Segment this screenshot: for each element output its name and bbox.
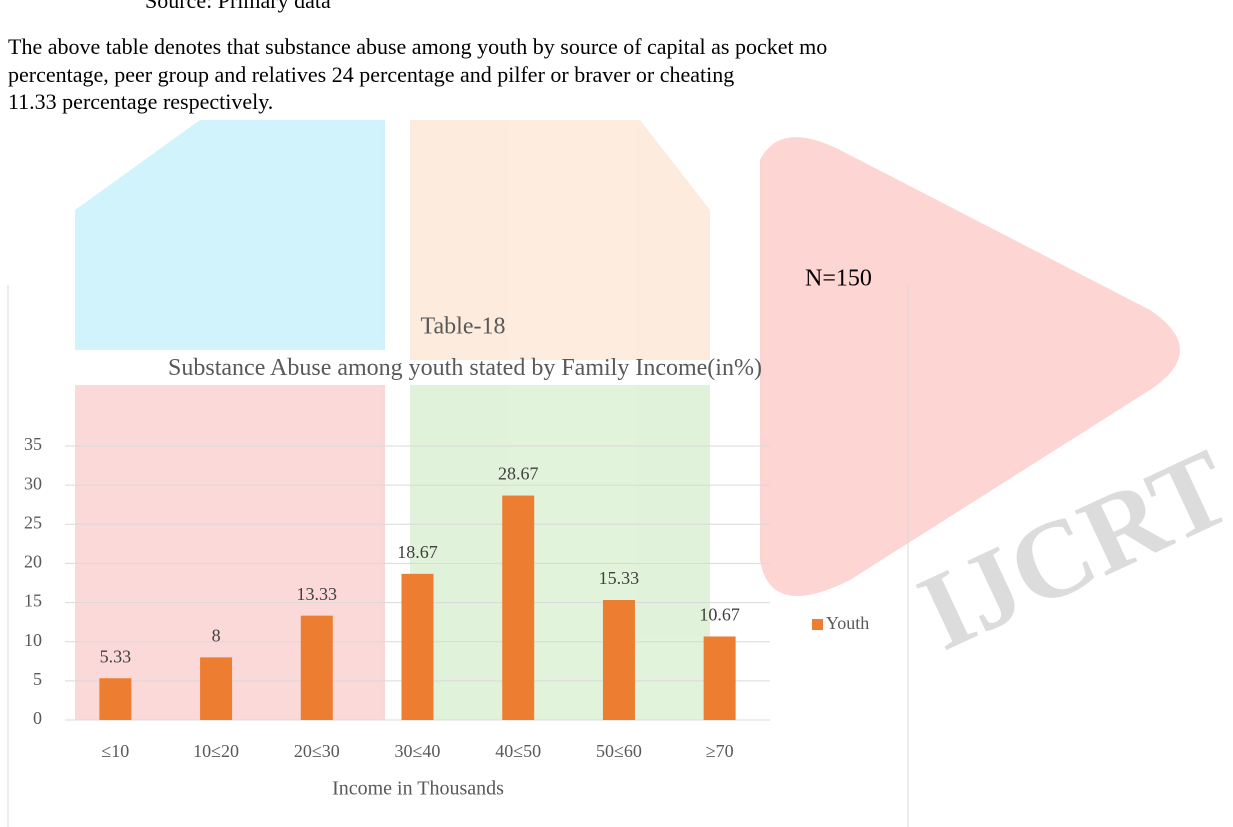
bar: [402, 574, 434, 720]
bar: [301, 616, 333, 720]
data-label: 8: [212, 625, 221, 645]
x-tick-label: 20≤30: [294, 741, 340, 761]
data-label: 28.67: [498, 464, 539, 484]
bar: [99, 678, 131, 720]
annotation: N=150: [805, 266, 872, 292]
paragraph-line: The above table denotes that substance a…: [8, 34, 827, 60]
y-tick-label: 15: [24, 591, 42, 611]
y-tick-label: 5: [33, 669, 42, 689]
paragraph-line: percentage, peer group and relatives 24 …: [8, 62, 734, 88]
paragraph-line: 11.33 percentage respectively.: [8, 89, 273, 115]
y-tick-label: 35: [24, 434, 42, 454]
y-tick-label: 10: [24, 630, 42, 650]
bar: [502, 496, 534, 720]
data-label: 10.67: [699, 605, 740, 625]
legend-label: Youth: [826, 613, 869, 633]
canvas: IJCRT N=150 Table-18 Income in Thousands…: [0, 0, 1233, 827]
y-tick-label: 25: [24, 512, 42, 532]
x-tick-label: ≥70: [706, 741, 734, 761]
y-tick-label: 30: [24, 473, 42, 493]
bar: [200, 657, 232, 720]
x-axis-title: Income in Thousands: [332, 778, 504, 800]
chart-subtitle: Substance Abuse among youth stated by Fa…: [150, 350, 780, 386]
y-tick-label: 20: [24, 552, 42, 572]
x-tick-label: 40≤50: [495, 741, 541, 761]
x-tick-label: 30≤40: [395, 741, 441, 761]
data-label: 13.33: [297, 584, 338, 604]
data-label: 15.33: [599, 568, 640, 588]
source: Source: Primary data: [145, 0, 331, 14]
x-tick-label: 50≤60: [596, 741, 642, 761]
bar: [603, 600, 635, 720]
data-label: 18.67: [397, 542, 438, 562]
y-tick-label: 0: [33, 708, 42, 728]
legend-swatch: [812, 619, 823, 630]
x-tick-label: 10≤20: [193, 741, 239, 761]
data-label: 5.33: [100, 646, 132, 666]
x-tick-label: ≤10: [101, 741, 129, 761]
bar: [704, 636, 736, 720]
page: {"source": "Source: Primary data", "para…: [0, 0, 1233, 827]
chart-title: Table-18: [421, 314, 506, 340]
